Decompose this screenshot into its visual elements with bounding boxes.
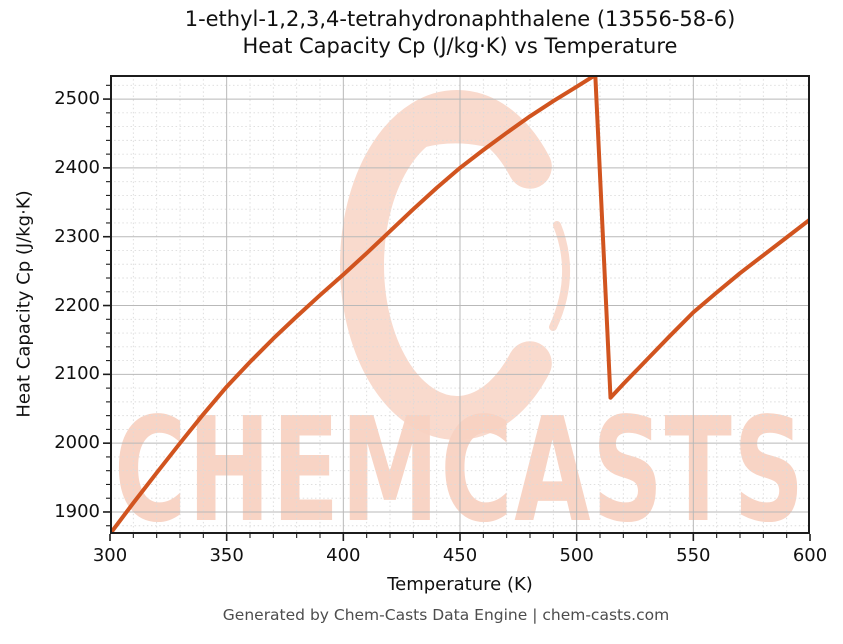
y-tick-label: 2400	[54, 156, 100, 178]
chart-title: 1-ethyl-1,2,3,4-tetrahydronaphthalene (1…	[110, 6, 810, 60]
footer-credit: Generated by Chem-Casts Data Engine | ch…	[222, 606, 670, 624]
watermark-text: CHEMCASTS	[114, 386, 806, 534]
x-tick-label: 450	[442, 545, 478, 566]
x-tick-label: 400	[326, 545, 361, 566]
x-tick-label: 350	[209, 545, 244, 566]
y-tick-label: 2300	[54, 225, 100, 247]
axes-spines	[110, 75, 810, 534]
y-tick-label: 1900	[54, 500, 100, 522]
chart-title-line1: 1-ethyl-1,2,3,4-tetrahydronaphthalene (1…	[184, 7, 736, 31]
y-tick-label: 2000	[54, 432, 100, 454]
x-tick-label: 300	[92, 545, 128, 566]
plot-canvas	[110, 75, 810, 534]
x-tick-label: 550	[676, 545, 711, 566]
plot-area: CHEMCASTS	[110, 75, 810, 534]
y-tick-label: 2200	[54, 294, 100, 316]
y-tick-label: 2100	[54, 363, 100, 385]
x-axis-label: Temperature (K)	[387, 574, 533, 595]
x-tick-label: 500	[559, 545, 594, 566]
chart-title-line2: Heat Capacity Cp (J/kg·K) vs Temperature	[242, 34, 678, 58]
x-tick-label: 600	[792, 545, 828, 566]
cp-curve	[110, 75, 810, 534]
y-tick-label: 2500	[54, 88, 100, 110]
